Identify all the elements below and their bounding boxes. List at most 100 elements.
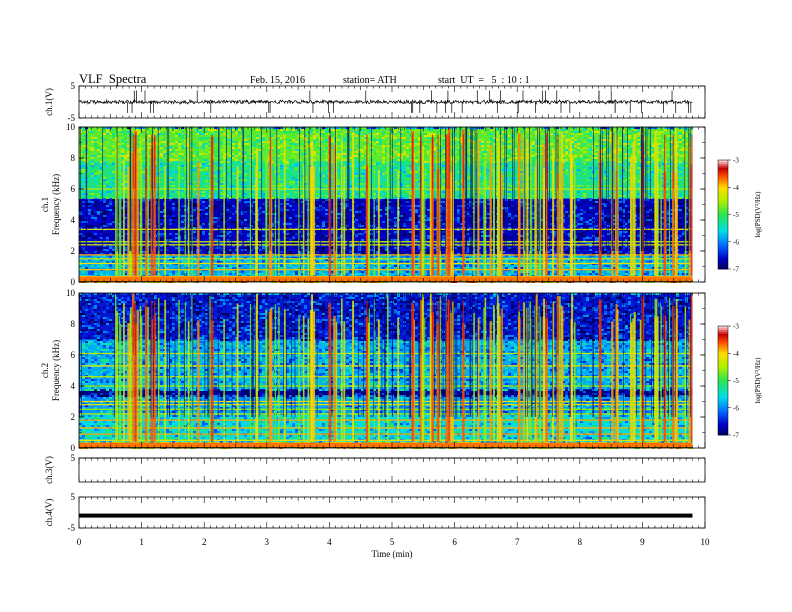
y-axis-label-3: ch.3(V) (44, 456, 54, 484)
burst-1-129 (518, 132, 521, 276)
burst-1-21 (352, 131, 355, 276)
burst-core-1-76 (664, 134, 666, 189)
burst-2-110 (684, 306, 687, 442)
burst-core-1-82 (557, 134, 559, 189)
x-tick-label-3: 3 (265, 537, 270, 547)
psd-line-2-3 (79, 419, 693, 421)
burst-2-47 (473, 312, 475, 442)
burst-1-114 (462, 129, 465, 276)
burst-2-58 (147, 307, 149, 442)
burst-1-124 (559, 128, 561, 276)
burst-1-115 (387, 141, 389, 276)
burst-1-46 (274, 131, 277, 276)
burst-1-118 (312, 166, 316, 276)
burst-core-2-84 (132, 300, 134, 355)
burst-1-122 (255, 166, 257, 276)
burst-1-92 (675, 173, 678, 276)
burst-2-66 (130, 307, 132, 442)
burst-2-106 (489, 321, 492, 442)
burst-2-2 (343, 321, 346, 442)
psd-line-1-2 (79, 269, 693, 271)
burst-2-138 (499, 315, 502, 442)
burst-2-114 (462, 323, 465, 442)
burst-2-105 (451, 301, 454, 442)
y-tick-label-0-0: 5 (71, 81, 76, 91)
burst-2-115 (387, 295, 389, 442)
no-data-area-1 (692, 127, 705, 282)
x-tick-label-4: 4 (327, 537, 332, 547)
burst-1-28 (688, 142, 691, 276)
y-axis-label-1-1: Frequency (kHz) (51, 174, 61, 235)
burst-2-77 (118, 316, 121, 442)
burst-2-36 (298, 317, 300, 442)
burst-1-75 (411, 131, 414, 276)
burst-2-101 (283, 309, 286, 442)
burst-2-8 (419, 299, 423, 442)
x-tick-label-6: 6 (452, 537, 457, 547)
station-label: station= ATH (343, 75, 397, 86)
burst-2-18 (340, 298, 343, 442)
burst-1-13 (119, 138, 122, 276)
burst-1-96 (632, 142, 635, 276)
burst-2-40 (164, 299, 167, 442)
burst-2-0 (309, 310, 313, 442)
psd-line-1-6 (79, 244, 693, 246)
burst-core-1-62 (546, 134, 548, 189)
burst-2-97 (265, 309, 267, 442)
burst-1-74 (641, 142, 645, 276)
burst-1-50 (157, 135, 160, 276)
burst-2-128 (633, 311, 636, 442)
y-tick-label-2-5: 10 (66, 288, 76, 298)
burst-core-1-102 (432, 134, 433, 189)
psd-line-1-3 (79, 262, 693, 265)
burst-1-5 (335, 130, 338, 276)
burst-1-80 (436, 169, 440, 276)
burst-1-42 (535, 162, 538, 276)
colorbar-label-1: log(PSD(V²/Hz) (754, 191, 762, 238)
burst-1-104 (368, 167, 370, 276)
burst-core-2-89 (145, 300, 147, 355)
burst-1-82 (556, 172, 560, 276)
burst-2-81 (209, 295, 211, 442)
burst-core-1-75 (412, 134, 414, 189)
burst-2-23 (249, 304, 252, 442)
burst-1-132 (447, 128, 451, 276)
burst-2-45 (373, 299, 375, 442)
spectrogram-2 (79, 293, 705, 449)
burst-core-2-65 (135, 300, 136, 355)
burst-1-88 (560, 161, 564, 276)
burst-2-32 (574, 321, 576, 442)
burst-2-116 (611, 321, 614, 442)
burst-core-2-38 (151, 300, 153, 355)
psd-line-2-0 (79, 439, 693, 441)
burst-2-119 (422, 293, 425, 442)
burst-2-33 (630, 322, 633, 442)
burst-1-26 (531, 165, 533, 276)
burst-2-57 (265, 319, 268, 442)
burst-1-1 (571, 155, 574, 276)
burst-1-103 (668, 144, 671, 276)
y-tick-label-1-1: 2 (71, 246, 76, 256)
burst-2-9 (268, 311, 272, 442)
colorbar-tick-label-2-3: -6 (733, 404, 739, 412)
y-tick-label-1-4: 8 (71, 153, 76, 163)
burst-1-12 (270, 137, 273, 276)
burst-1-125 (539, 148, 542, 276)
burst-2-60 (184, 302, 186, 442)
colorbar-tick-label-2-0: -3 (733, 323, 739, 331)
burst-1-97 (265, 131, 267, 276)
burst-1-32 (574, 162, 576, 276)
burst-2-131 (187, 320, 190, 442)
burst-core-1-65 (135, 134, 136, 189)
burst-1-2 (343, 166, 346, 276)
burst-2-135 (524, 303, 526, 442)
burst-2-22 (139, 305, 142, 442)
burst-core-1-117 (154, 134, 156, 189)
y-tick-label-2-1: 2 (71, 412, 76, 422)
burst-core-1-38 (151, 134, 153, 189)
y-tick-label-2-3: 6 (71, 350, 76, 360)
burst-2-26 (531, 318, 533, 442)
burst-2-28 (688, 319, 691, 442)
burst-1-67 (615, 171, 618, 276)
burst-1-36 (298, 171, 300, 276)
